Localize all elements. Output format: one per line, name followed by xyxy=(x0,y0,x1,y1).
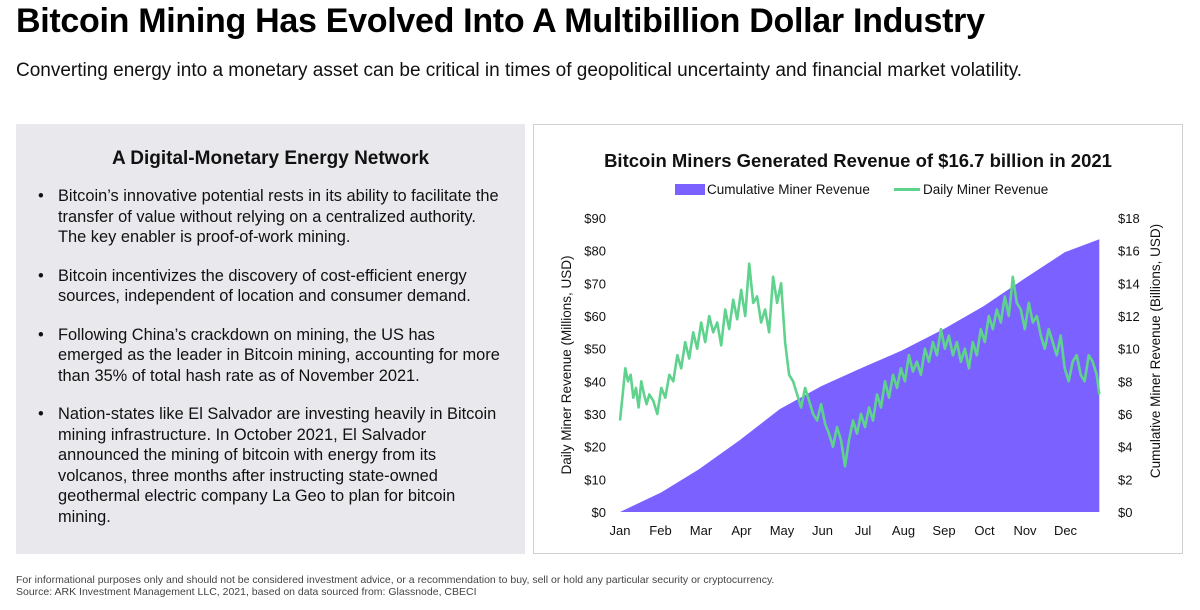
y-right-tick-label: $16 xyxy=(1118,244,1140,259)
x-month-label: Apr xyxy=(731,523,752,538)
x-month-label: Jun xyxy=(812,523,833,538)
y-right-tick-label: $6 xyxy=(1118,407,1132,422)
bullet-item: • Bitcoin’s innovative potential rests in… xyxy=(38,186,503,248)
y-left-tick-label: $20 xyxy=(584,440,606,455)
x-month-label: Jan xyxy=(610,523,631,538)
legend-label-cumulative: Cumulative Miner Revenue xyxy=(707,182,870,197)
x-month-label: Mar xyxy=(690,523,713,538)
y-right-tick-label: $12 xyxy=(1118,309,1140,324)
bullet-text: Nation-states like El Salvador are inves… xyxy=(58,405,497,526)
y-right-tick-label: $8 xyxy=(1118,374,1132,389)
y-left-tick-label: $40 xyxy=(584,374,606,389)
y-left-tick-label: $50 xyxy=(584,342,606,357)
x-month-label: Dec xyxy=(1054,523,1078,538)
x-month-label: Feb xyxy=(649,523,671,538)
y-right-tick-label: $18 xyxy=(1118,211,1140,226)
y-left-axis-title: Daily Miner Revenue (Millions, USD) xyxy=(559,255,574,474)
y-right-tick-label: $10 xyxy=(1118,342,1140,357)
daily-revenue-line xyxy=(618,262,1101,468)
disclaimer-text: For informational purposes only and shou… xyxy=(16,574,775,586)
bullet-item: • Following China’s crackdown on mining, … xyxy=(38,325,503,387)
y-left-tick-label: $80 xyxy=(584,244,606,259)
cumulative-revenue-area xyxy=(620,239,1100,512)
bullet-dot-icon: • xyxy=(38,266,44,285)
footer: For informational purposes only and shou… xyxy=(16,574,774,598)
y-left-tick-label: $60 xyxy=(584,309,606,324)
source-text: Source: ARK Investment Management LLC, 2… xyxy=(16,586,477,598)
y-left-tick-label: $70 xyxy=(584,276,606,291)
legend-label-daily: Daily Miner Revenue xyxy=(923,182,1048,197)
y-left-tick-label: $30 xyxy=(584,407,606,422)
x-month-label: Sep xyxy=(932,523,955,538)
bullet-text: Following China’s crackdown on mining, t… xyxy=(58,325,500,385)
bullet-list: • Bitcoin’s innovative potential rests in… xyxy=(38,186,503,527)
bullet-item: • Bitcoin incentivizes the discovery of c… xyxy=(38,266,503,307)
y-left-tick-label: $10 xyxy=(584,472,606,487)
y-right-tick-label: $2 xyxy=(1118,472,1132,487)
y-right-tick-label: $0 xyxy=(1118,505,1132,520)
legend-swatch-cumulative xyxy=(675,184,705,195)
panel-title: A Digital-Monetary Energy Network xyxy=(111,148,430,169)
chart-title: Bitcoin Miners Generated Revenue of $16.… xyxy=(604,150,1112,171)
page-subtitle: Converting energy into a monetary asset … xyxy=(16,60,1023,81)
revenue-chart: Bitcoin Miners Generated Revenue of $16.… xyxy=(559,150,1163,538)
y-right-axis-title: Cumulative Miner Revenue (Billions, USD) xyxy=(1148,224,1163,478)
legend-swatch-daily xyxy=(894,188,920,191)
x-month-label: Aug xyxy=(892,523,915,538)
x-month-label: Oct xyxy=(974,523,995,538)
y-right-tick-label: $4 xyxy=(1118,440,1132,455)
bullet-dot-icon: • xyxy=(38,187,44,205)
chart-panel: Bitcoin Miners Generated Revenue of $16.… xyxy=(533,124,1183,554)
y-left-tick-label: $90 xyxy=(584,211,606,226)
bullet-dot-icon: • xyxy=(38,325,44,344)
bullet-item: • Nation-states like El Salvador are inve… xyxy=(38,404,503,527)
x-month-label: Jul xyxy=(855,523,872,538)
y-left-tick-label: $0 xyxy=(592,505,606,520)
bullet-text: Bitcoin’s innovative potential rests in … xyxy=(58,187,499,246)
bullet-text: Bitcoin incentivizes the discovery of co… xyxy=(58,266,471,306)
page-title: Bitcoin Mining Has Evolved Into A Multib… xyxy=(16,2,985,40)
bullet-dot-icon: • xyxy=(38,405,44,423)
y-right-tick-label: $14 xyxy=(1118,276,1140,291)
x-month-label: Nov xyxy=(1013,523,1037,538)
info-panel: A Digital-Monetary Energy Network • Bitco… xyxy=(16,124,525,554)
x-month-label: May xyxy=(770,523,795,538)
